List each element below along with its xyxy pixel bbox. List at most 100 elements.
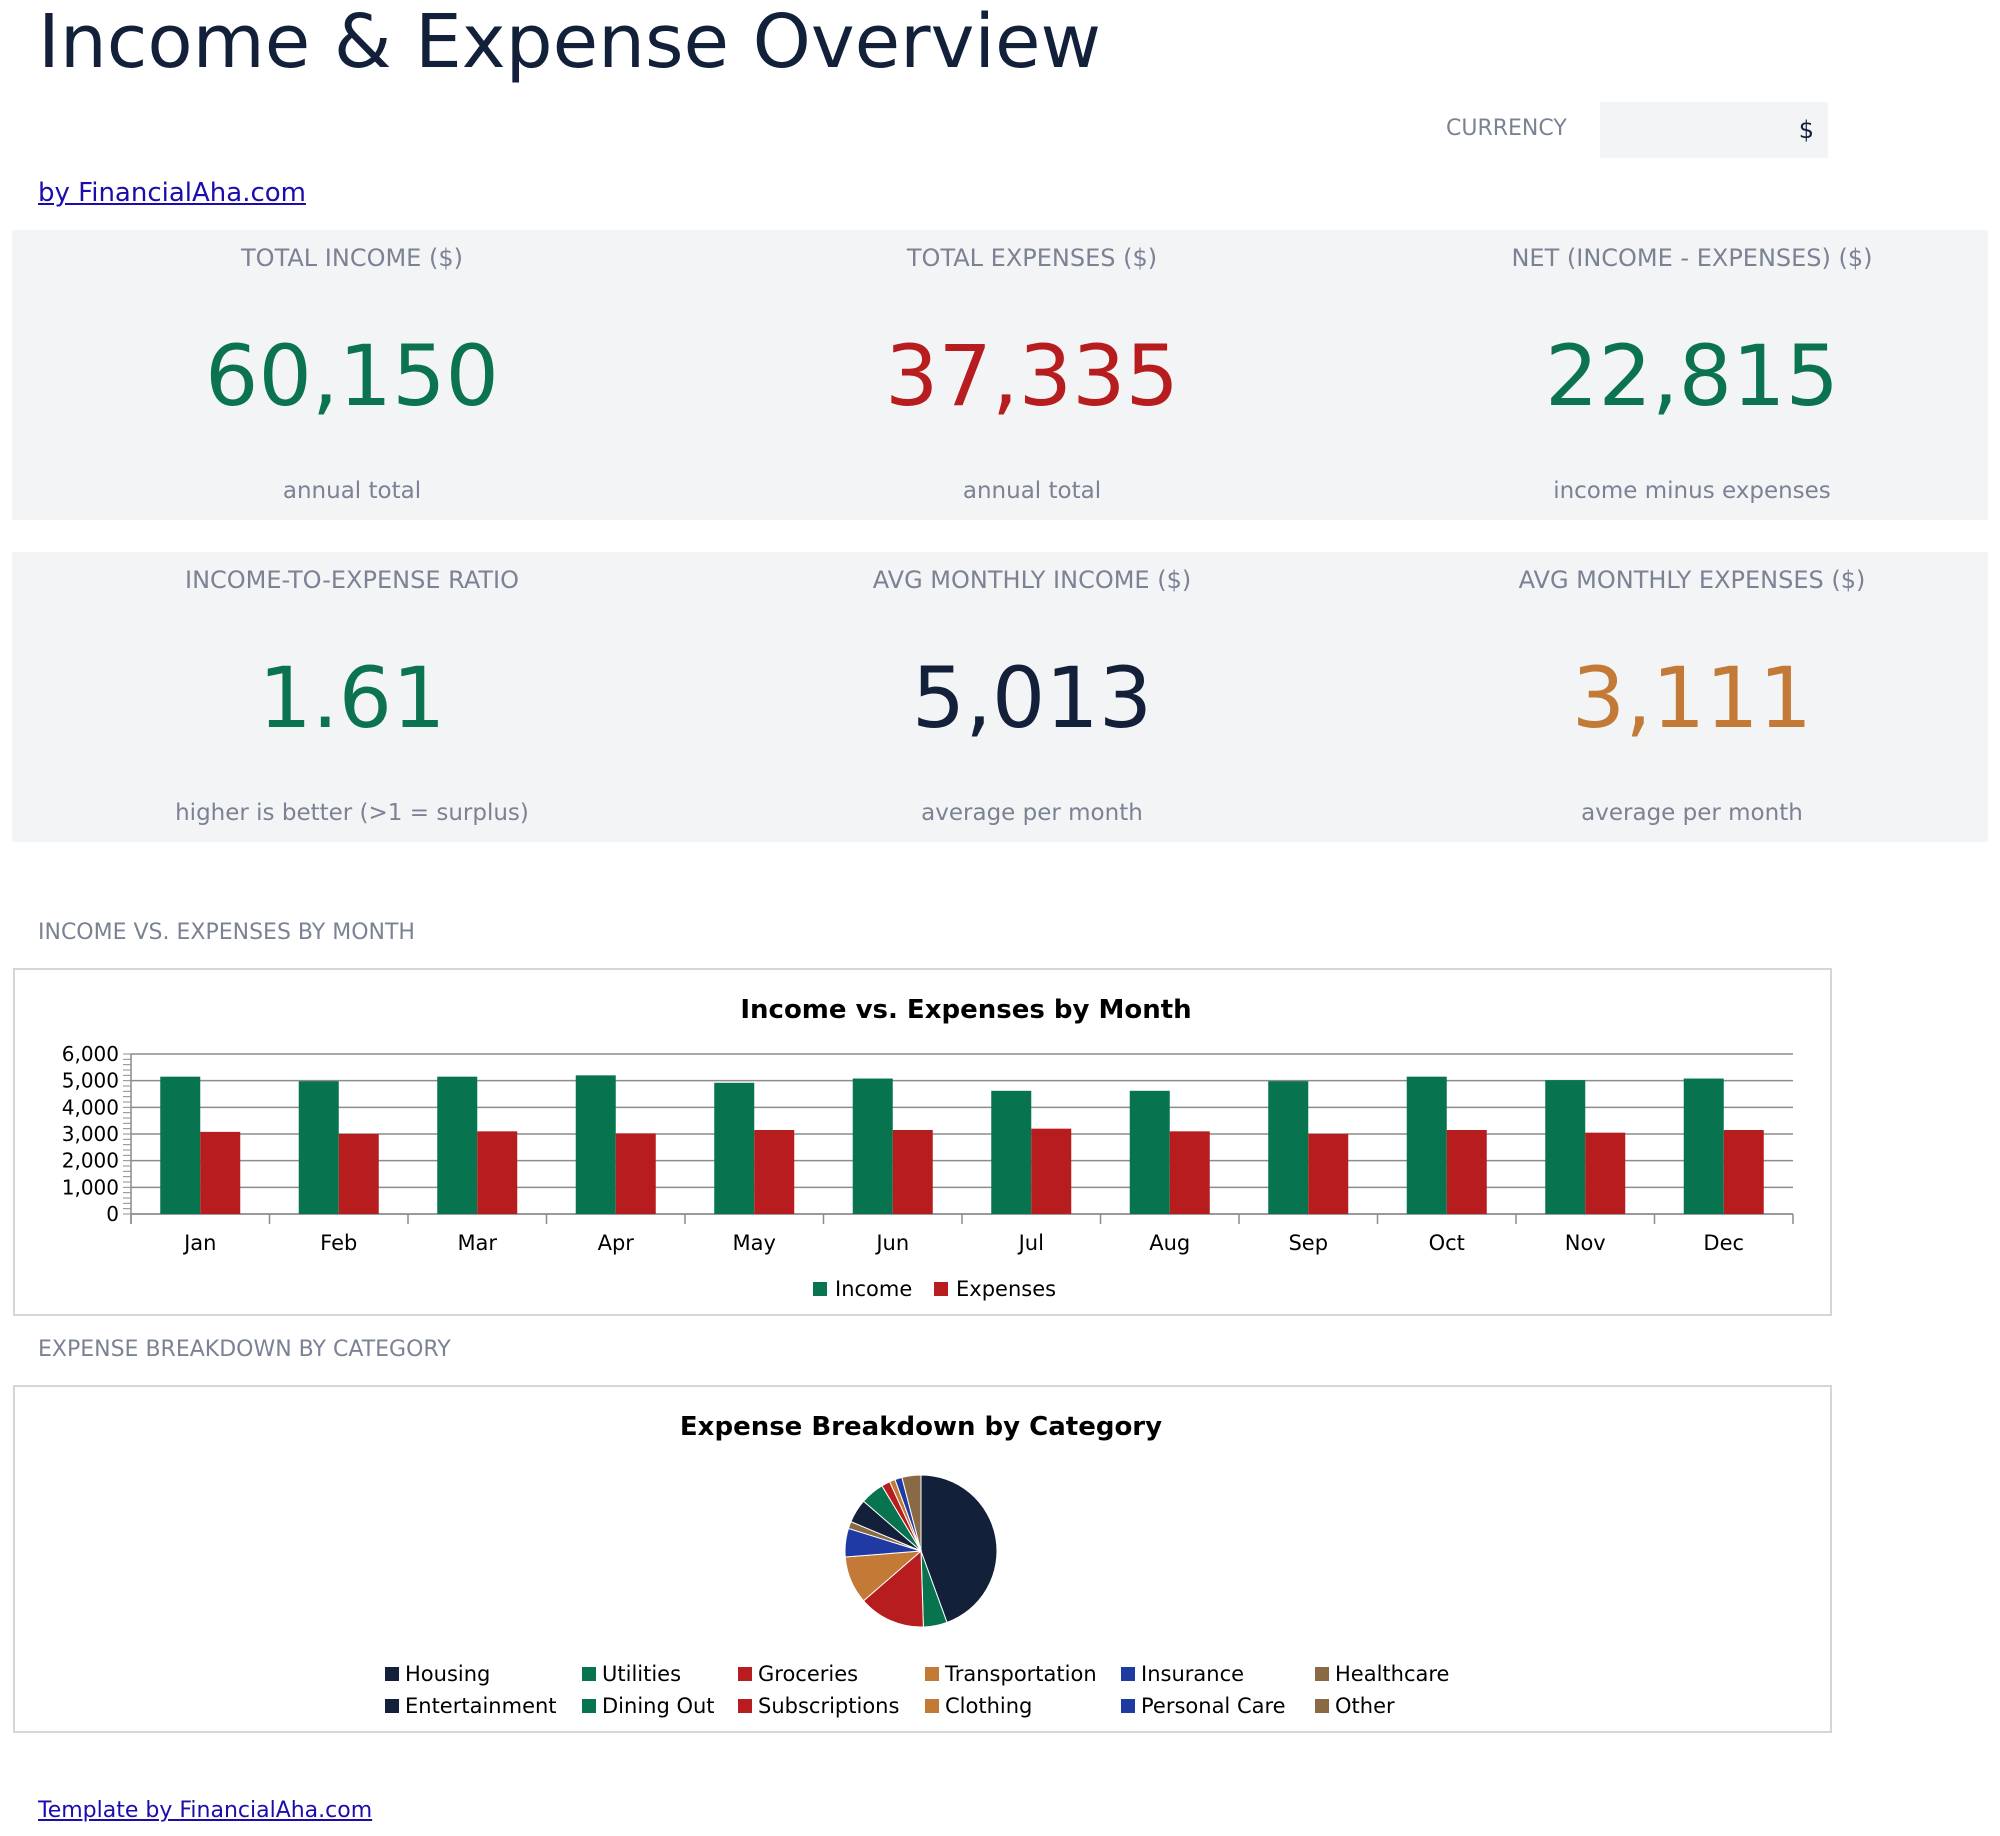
pie-legend-label: Groceries [758, 1662, 858, 1686]
kpi-total-expenses: TOTAL EXPENSES ($) 37,335 annual total [692, 230, 1372, 520]
pie-legend-swatch [582, 1699, 596, 1713]
expenses-bar [892, 1130, 933, 1214]
pie-legend-label: Clothing [945, 1694, 1032, 1718]
pie-legend-swatch [1315, 1699, 1329, 1713]
pie-legend-label: Insurance [1141, 1662, 1244, 1686]
pie-legend-label: Utilities [602, 1662, 681, 1686]
x-tick-label: Dec [1703, 1231, 1744, 1255]
expenses-bar [1723, 1130, 1764, 1214]
income-bar [1406, 1076, 1447, 1214]
legend-label: Income [835, 1277, 912, 1301]
x-tick-label: Jul [1017, 1231, 1044, 1255]
kpi-label: AVG MONTHLY INCOME ($) [872, 566, 1192, 594]
kpi-label: INCOME-TO-EXPENSE RATIO [185, 566, 519, 594]
kpi-avg-income: AVG MONTHLY INCOME ($) 5,013 average per… [692, 552, 1372, 842]
y-tick-label: 0 [106, 1202, 119, 1226]
expenses-legend-swatch [934, 1282, 948, 1296]
kpi-value: 22,815 [1545, 327, 1839, 425]
x-tick-label: Sep [1288, 1231, 1328, 1255]
kpi-value: 37,335 [885, 327, 1179, 425]
x-tick-label: Aug [1149, 1231, 1190, 1255]
x-tick-label: Jan [182, 1231, 216, 1255]
pie-legend-label: Personal Care [1141, 1694, 1286, 1718]
pie-legend-swatch [1121, 1667, 1135, 1681]
expenses-bar [200, 1131, 241, 1214]
bar-chart-frame: Income vs. Expenses by Month 0 1,000 2,000 3… [13, 968, 1832, 1316]
expenses-bar [1169, 1131, 1210, 1214]
pie-legend-swatch [925, 1699, 939, 1713]
pie-legend-swatch [738, 1699, 752, 1713]
expenses-bar [1031, 1128, 1072, 1214]
y-tick-label: 4,000 [62, 1095, 119, 1119]
pie-legend-label: Other [1335, 1694, 1395, 1718]
income-bar [160, 1076, 201, 1214]
kpi-avg-expenses: AVG MONTHLY EXPENSES ($) 3,111 average p… [1352, 552, 2000, 842]
x-tick-label: Nov [1565, 1231, 1606, 1255]
x-tick-label: Oct [1429, 1231, 1465, 1255]
x-tick-label: Mar [457, 1231, 497, 1255]
pie-legend-swatch [738, 1667, 752, 1681]
income-legend-swatch [813, 1282, 827, 1296]
expenses-bar [615, 1133, 656, 1214]
pie-chart-frame: Expense Breakdown by Category Housing Util… [13, 1385, 1832, 1733]
pie-slice-housing [920, 1474, 998, 1624]
pie-legend-swatch [925, 1667, 939, 1681]
expenses-bar [1585, 1132, 1626, 1214]
section-label-bar: INCOME VS. EXPENSES BY MONTH [38, 920, 415, 945]
page-title: Income & Expense Overview [38, 0, 1101, 85]
income-bar [575, 1075, 616, 1214]
y-tick-label: 2,000 [62, 1149, 119, 1173]
kpi-row-1: TOTAL INCOME ($) 60,150 annual total TOT… [12, 230, 1988, 520]
kpi-caption: higher is better (>1 = surplus) [175, 800, 529, 826]
kpi-caption: annual total [282, 478, 422, 504]
income-bar [852, 1078, 893, 1214]
kpi-caption: average per month [921, 800, 1143, 826]
kpi-value: 5,013 [911, 649, 1153, 747]
footer-link[interactable]: Template by FinancialAha.com [38, 1798, 373, 1823]
pie-legend-swatch [385, 1667, 399, 1681]
x-tick-label: Feb [320, 1231, 357, 1255]
kpi-net: NET (INCOME - EXPENSES) ($) 22,815 incom… [1352, 230, 2000, 520]
income-bar [437, 1076, 478, 1214]
bar-chart-title: Income vs. Expenses by Month [740, 995, 1191, 1025]
kpi-caption: average per month [1581, 800, 1803, 826]
section-label-pie: EXPENSE BREAKDOWN BY CATEGORY [38, 1337, 451, 1362]
kpi-value: 3,111 [1571, 649, 1813, 747]
income-bar [298, 1081, 339, 1214]
kpi-value: 60,150 [205, 327, 499, 425]
pie-legend-label: Healthcare [1335, 1662, 1449, 1686]
pie-chart-title: Expense Breakdown by Category [680, 1412, 1162, 1442]
pie-legend-label: Dining Out [602, 1694, 715, 1718]
credit-link[interactable]: by FinancialAha.com [38, 178, 306, 208]
pie-slice-other [901, 1474, 922, 1552]
y-tick-label: 5,000 [62, 1069, 119, 1093]
pie-legend-label: Entertainment [405, 1694, 557, 1718]
kpi-label: TOTAL EXPENSES ($) [906, 244, 1158, 272]
pie-legend-swatch [1315, 1667, 1329, 1681]
income-bar [991, 1090, 1032, 1214]
x-tick-label: May [733, 1231, 776, 1255]
currency-input[interactable]: $ [1600, 102, 1828, 158]
kpi-label: TOTAL INCOME ($) [241, 244, 463, 272]
x-tick-label: Apr [598, 1231, 635, 1255]
income-bar [714, 1082, 755, 1214]
income-bar [1129, 1090, 1170, 1214]
kpi-caption: income minus expenses [1553, 478, 1831, 504]
kpi-caption: annual total [962, 478, 1102, 504]
y-tick-label: 3,000 [62, 1122, 119, 1146]
expenses-bar [1446, 1130, 1487, 1214]
y-tick-label: 1,000 [62, 1175, 119, 1199]
kpi-label: NET (INCOME - EXPENSES) ($) [1511, 244, 1873, 272]
currency-label: CURRENCY [1446, 116, 1567, 141]
pie-legend-label: Transportation [944, 1662, 1097, 1686]
pie-legend-label: Housing [405, 1662, 490, 1686]
expenses-bar [1308, 1134, 1349, 1214]
x-tick-label: Jun [874, 1231, 909, 1255]
legend-label: Expenses [956, 1277, 1056, 1301]
pie-legend-label: Subscriptions [758, 1694, 899, 1718]
kpi-value: 1.61 [258, 649, 446, 747]
expenses-bar [477, 1131, 518, 1214]
kpi-ratio: INCOME-TO-EXPENSE RATIO 1.61 higher is b… [12, 552, 692, 842]
kpi-total-income: TOTAL INCOME ($) 60,150 annual total [12, 230, 692, 520]
